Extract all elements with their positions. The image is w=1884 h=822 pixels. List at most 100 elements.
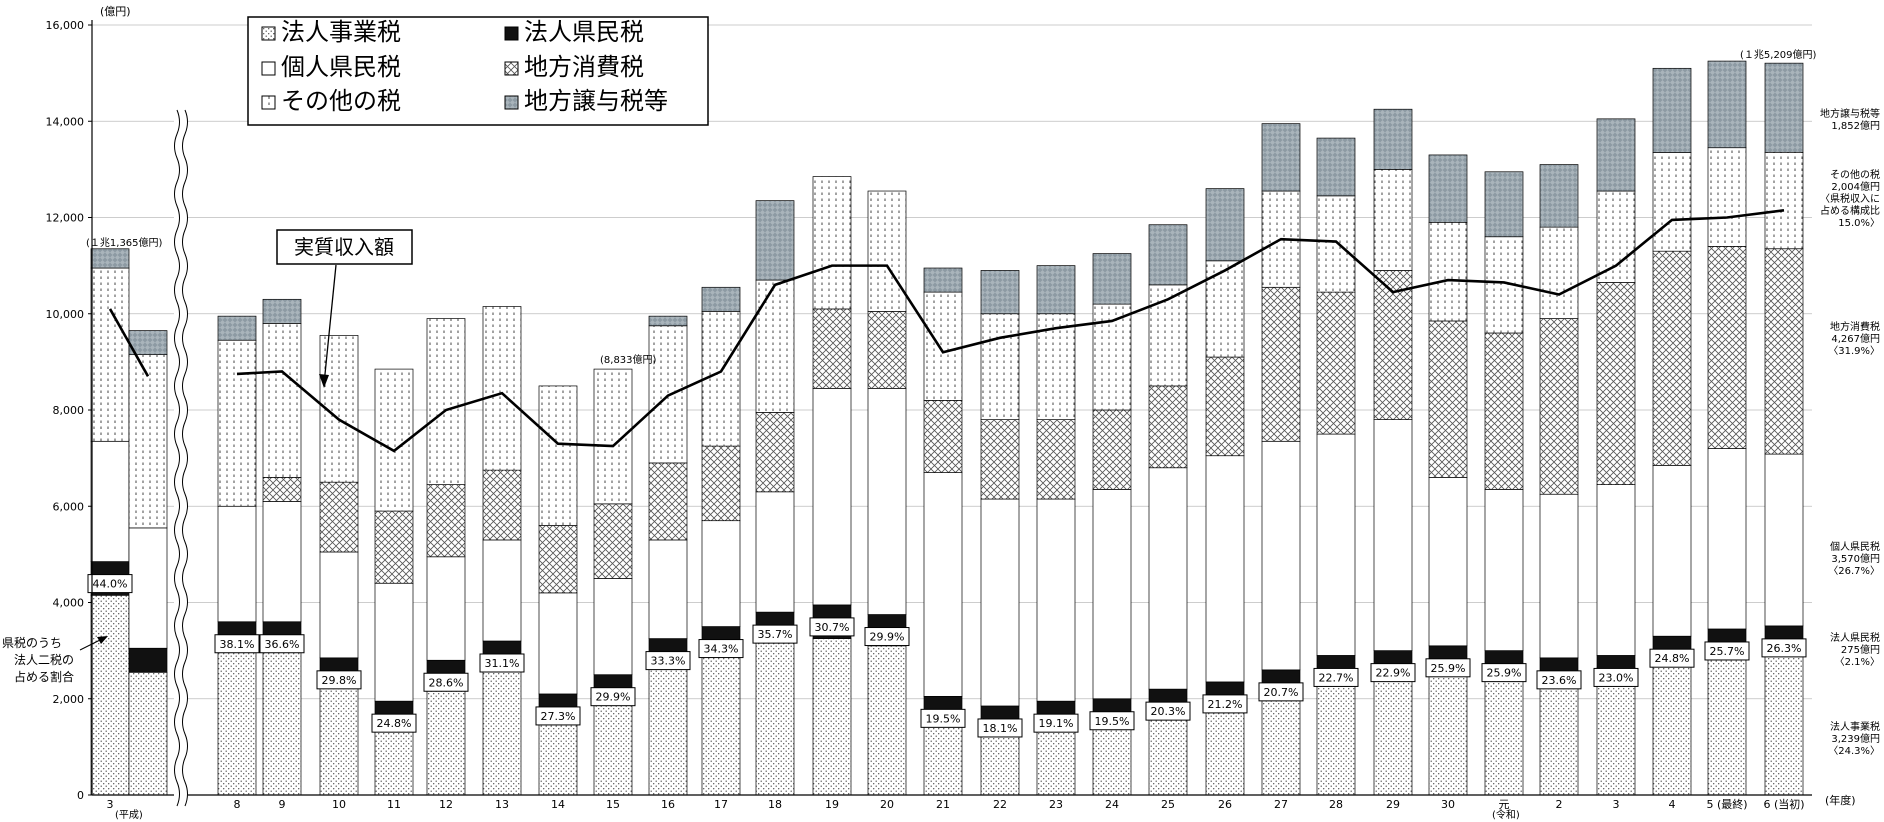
x-tick-label: 26	[1218, 798, 1232, 811]
total-label-mid: (8,833億円)	[600, 353, 657, 366]
legend-label-other-tax: その他の税	[281, 87, 401, 115]
axis-break-line	[182, 109, 188, 807]
ratio-label-box	[1704, 641, 1750, 661]
bar-segment-other-tax	[1652, 152, 1692, 252]
ratio-label: 29.9%	[870, 631, 905, 644]
bar-stack	[217, 315, 257, 796]
bar-segment-local-transfer	[701, 286, 741, 312]
bar-segment-local-consumption	[1596, 282, 1636, 485]
right-note-line: 15.0%〉	[1838, 217, 1880, 229]
bar-stack	[1596, 118, 1636, 796]
bar-segment-local-consumption	[319, 481, 359, 553]
ratio-label: 21.2%	[1208, 698, 1243, 711]
ratio-label: 19.5%	[1095, 715, 1130, 728]
bar-segment-individual-resident	[426, 556, 466, 661]
right-note-line: 3,239億円	[1831, 732, 1880, 745]
bar-segment-corp-business	[1596, 667, 1636, 796]
bar-stack	[1261, 123, 1301, 796]
y-tick-label: 8,000	[53, 404, 85, 417]
bar-segment-local-consumption	[867, 310, 907, 389]
bar-segment-individual-resident	[374, 582, 414, 702]
bar-segment-corp-business	[867, 645, 907, 796]
bar-segment-local-consumption	[755, 412, 795, 493]
bar-segment-local-consumption	[1373, 270, 1413, 420]
ratio-label: 23.0%	[1599, 671, 1634, 684]
bar-segment-corp-business	[1764, 638, 1804, 796]
bar-stack	[1092, 253, 1132, 796]
bar-segment-corp-business	[319, 681, 359, 796]
bar-segment-individual-resident	[1428, 477, 1468, 647]
bar-stack	[1764, 62, 1804, 796]
x-tick-label: 21	[936, 798, 950, 811]
ratio-label-box	[1649, 648, 1695, 668]
x-tick-label: 17	[714, 798, 728, 811]
bar-segment-corp-business	[1036, 722, 1076, 796]
revenue-line	[108, 208, 1785, 453]
bar-segment-corp-business	[90, 594, 130, 796]
bar-segment-individual-resident	[593, 578, 633, 676]
bar-segment-other-tax	[867, 190, 907, 312]
bar-segment-individual-resident	[923, 472, 963, 697]
bar-segment-corp-business	[1484, 671, 1524, 796]
ratio-label-box	[1536, 670, 1582, 690]
bar-segment-other-tax	[593, 368, 633, 505]
bar-segment-local-transfer	[1707, 60, 1747, 149]
bar-segment-individual-resident	[262, 501, 302, 623]
bar-segment-individual-resident	[812, 387, 852, 606]
bar-segment-other-tax	[1373, 169, 1413, 271]
right-note-line: 地方消費税	[1830, 320, 1880, 333]
bar-segment-individual-resident	[1484, 489, 1524, 651]
bar-segment-individual-resident	[319, 551, 359, 659]
ratio-label: 24.8%	[1655, 652, 1690, 665]
bar-segment-individual-resident	[1261, 440, 1301, 671]
x-tick-label: 13	[495, 798, 509, 811]
bar-stack	[1539, 164, 1579, 796]
bar-segment-local-consumption	[1092, 409, 1132, 490]
right-side-notes: 地方譲与税等1,852億円その他の税2,004億円〈県税収入に占める構成比15.…	[1820, 107, 1880, 757]
ratio-label-box	[316, 670, 362, 690]
bar-stack	[923, 267, 963, 796]
bar-segment-local-transfer	[90, 248, 130, 269]
bar-segment-local-transfer	[262, 298, 302, 324]
bar-segment-corp-resident	[1596, 655, 1636, 668]
bar-segment-other-tax	[538, 385, 578, 526]
bar-stack	[128, 330, 168, 796]
bar-segment-corp-business	[538, 715, 578, 796]
ratio-label-box	[479, 653, 525, 673]
bar-segment-individual-resident	[1092, 489, 1132, 700]
y-unit-label: (億円)	[100, 5, 131, 18]
bar-stack	[593, 368, 633, 796]
legend-frame	[247, 16, 709, 126]
x-tick-label: 22	[993, 798, 1007, 811]
bar-segment-corp-business	[648, 664, 688, 796]
bar-segment-local-transfer	[980, 270, 1020, 315]
x-tick-label: 16	[661, 798, 675, 811]
x-tick-label: 11	[387, 798, 401, 811]
line-callout: 実質収入額	[276, 229, 413, 388]
bar-stack	[1484, 171, 1524, 796]
axis-break-line	[174, 109, 180, 807]
ratio-label: 38.1%	[220, 638, 255, 651]
bar-segment-corp-business	[1428, 667, 1468, 796]
x-tick-label: 元	[1499, 798, 1510, 811]
bar-segment-local-consumption	[1148, 385, 1188, 469]
right-note-line: 〈26.7%〉	[1828, 565, 1880, 577]
ratio-label: 19.5%	[926, 712, 961, 725]
bar-segment-corp-business	[1373, 671, 1413, 796]
y-tick-label: 2,000	[53, 693, 85, 706]
bar-segment-local-transfer	[755, 200, 795, 281]
bar-stack	[1316, 137, 1356, 796]
right-note-line: 〈県税収入に	[1820, 192, 1880, 205]
bar-segment-individual-resident	[1764, 453, 1804, 627]
ratio-label: 29.8%	[322, 674, 357, 687]
bar-segment-local-consumption	[923, 400, 963, 473]
bar-stack	[538, 385, 578, 796]
ratio-label-box	[535, 706, 581, 726]
bar-segment-individual-resident	[128, 527, 168, 649]
y-tick-label: 6,000	[53, 500, 85, 513]
bar-segment-local-consumption	[1707, 246, 1747, 449]
bar-segment-individual-resident	[1596, 484, 1636, 656]
ratio-note-line-3: 占める割合	[14, 669, 74, 684]
bar-segment-other-tax	[426, 318, 466, 485]
